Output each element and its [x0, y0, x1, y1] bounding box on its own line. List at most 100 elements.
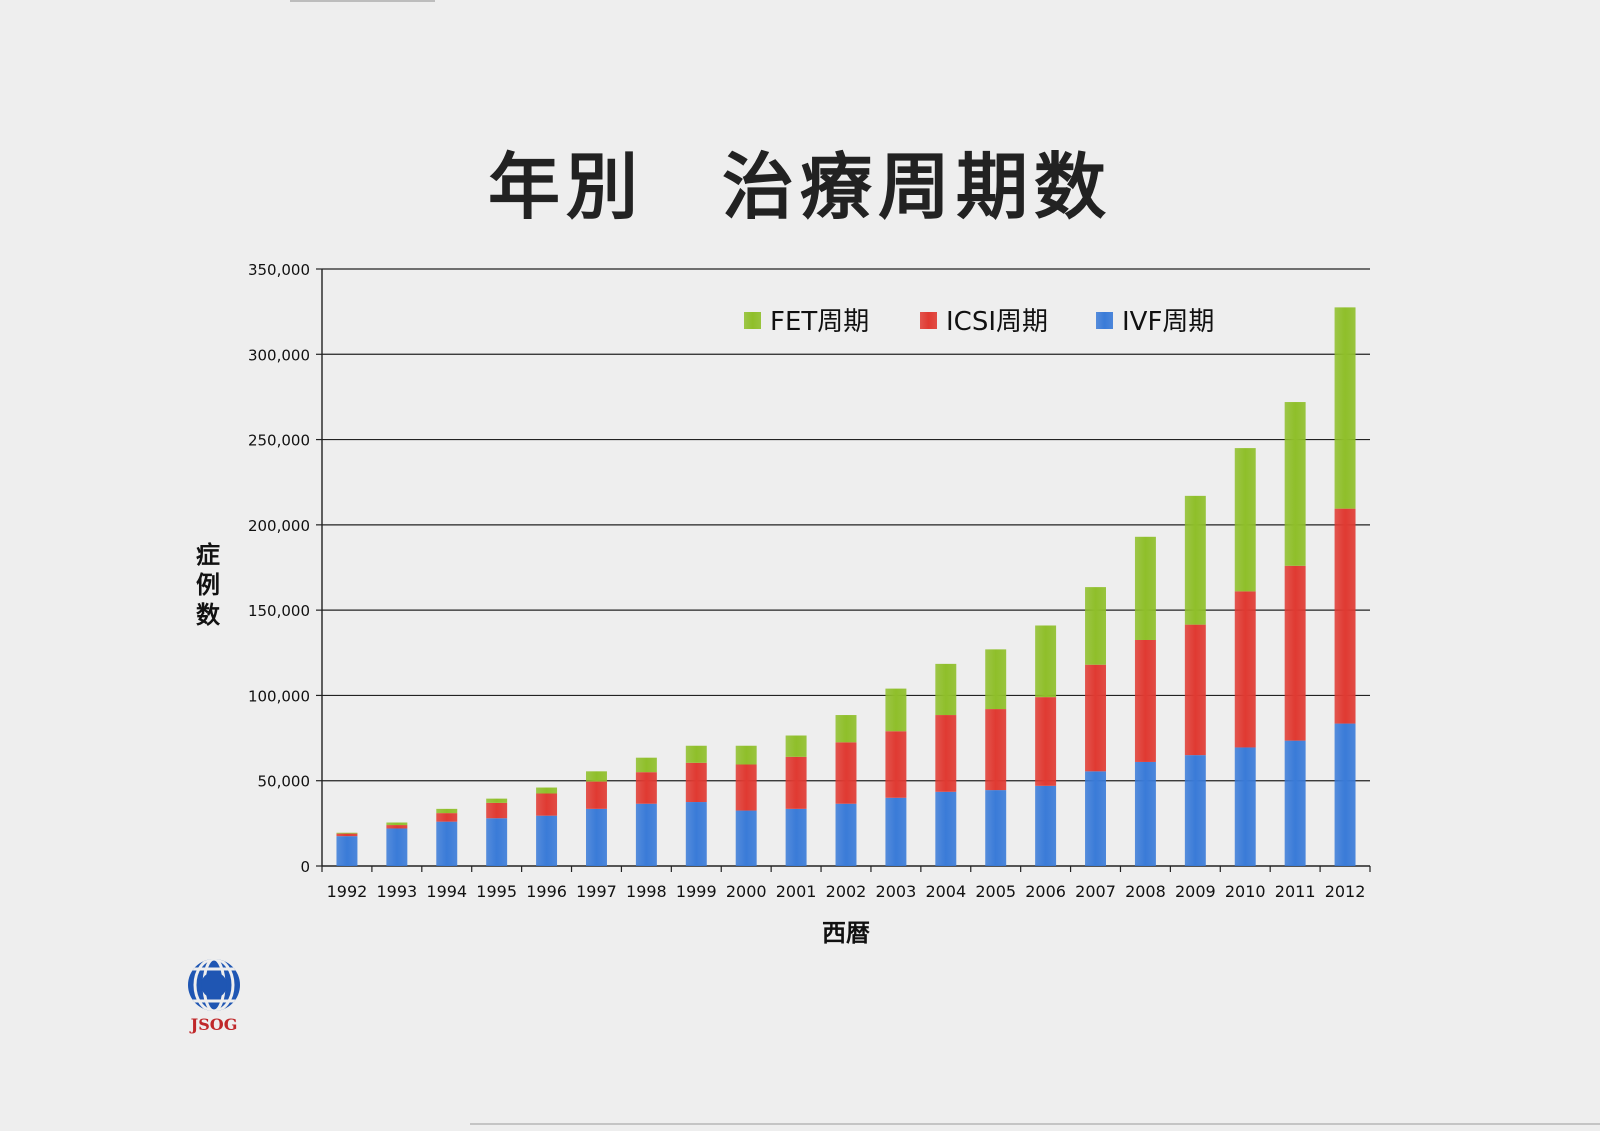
- bar-segment: [436, 821, 458, 866]
- bar-segment: [536, 815, 558, 866]
- bar-segment: [1334, 723, 1356, 866]
- bar-segment: [585, 808, 607, 866]
- y-axis-label-char: 例: [196, 571, 220, 599]
- bar-segment: [536, 793, 558, 816]
- x-tick-label: 2010: [1225, 882, 1266, 901]
- bar-segment: [735, 810, 757, 866]
- bar-segment: [1184, 755, 1206, 866]
- y-axis-label: 症例数: [188, 540, 228, 630]
- bar-segment: [635, 772, 657, 804]
- scan-edge-bottom: [470, 1123, 1600, 1125]
- y-tick-label: 200,000: [248, 517, 310, 535]
- bar-segment: [935, 715, 957, 792]
- x-tick-label: 1999: [676, 882, 717, 901]
- x-tick-label: 2008: [1125, 882, 1166, 901]
- y-axis-label-char: 症: [196, 541, 220, 569]
- bar-segment: [785, 735, 807, 757]
- x-tick-label: 2011: [1275, 882, 1316, 901]
- bar-segment: [486, 798, 508, 803]
- bar-segment: [386, 825, 408, 829]
- x-tick-label: 2005: [975, 882, 1016, 901]
- bar-segment: [935, 791, 957, 866]
- x-tick-label: 2003: [876, 882, 917, 901]
- x-tick-label: 2012: [1325, 882, 1366, 901]
- bar-segment: [1234, 591, 1256, 748]
- x-tick-label: 2001: [776, 882, 817, 901]
- y-axis-label-char: 数: [196, 601, 220, 629]
- x-tick-label: 1993: [376, 882, 417, 901]
- bar-segment: [386, 822, 408, 826]
- bar-segment: [436, 813, 458, 822]
- bar-segment: [635, 757, 657, 773]
- legend-label: IVF周期: [1122, 307, 1214, 337]
- bar-segment: [785, 756, 807, 809]
- y-tick-label: 50,000: [258, 773, 311, 791]
- y-tick-label: 0: [300, 858, 310, 876]
- x-tick-label: 1997: [576, 882, 617, 901]
- bar-segment: [685, 745, 707, 763]
- bar-segment: [336, 836, 358, 866]
- x-tick-label: 2002: [826, 882, 867, 901]
- legend-swatch: [920, 312, 937, 329]
- bar-segment: [885, 797, 907, 866]
- bar-segment: [486, 818, 508, 866]
- x-tick-label: 2000: [726, 882, 767, 901]
- y-tick-label: 150,000: [248, 602, 310, 620]
- bar-segment: [1234, 448, 1256, 592]
- bar-segment: [336, 832, 358, 834]
- bar-segment: [785, 808, 807, 866]
- bar-segment: [1184, 495, 1206, 625]
- bar-segment: [885, 731, 907, 798]
- x-tick-label: 2006: [1025, 882, 1066, 901]
- chart-title: 年別 治療周期数: [487, 145, 1112, 229]
- y-tick-label: 300,000: [248, 346, 310, 364]
- bar-segment: [1134, 761, 1156, 866]
- legend-swatch: [1096, 312, 1113, 329]
- bar-segment: [1284, 740, 1306, 866]
- x-tick-label: 1992: [327, 882, 368, 901]
- bar-segment: [1085, 664, 1107, 772]
- bar-segment: [735, 745, 757, 765]
- bar-segment: [835, 742, 857, 804]
- y-tick-label: 250,000: [248, 432, 310, 450]
- logo-text: JSOG: [190, 1015, 238, 1034]
- legend-label: ICSI周期: [946, 307, 1048, 337]
- bar-segment: [1334, 307, 1356, 509]
- bar-segment: [1334, 508, 1356, 724]
- x-tick-label: 1998: [626, 882, 667, 901]
- x-tick-label: 1994: [426, 882, 467, 901]
- bar-segment: [835, 715, 857, 743]
- scan-edge-top: [290, 0, 435, 2]
- x-tick-label: 2004: [925, 882, 966, 901]
- bar-segment: [635, 803, 657, 866]
- bar-segment: [436, 808, 458, 814]
- bar-segment: [935, 663, 957, 716]
- x-tick-label: 1995: [476, 882, 517, 901]
- bar-segment: [1134, 639, 1156, 762]
- bar-segment: [585, 781, 607, 809]
- bar-segment: [486, 802, 508, 819]
- bar-segment: [1184, 624, 1206, 756]
- bar-segment: [1085, 587, 1107, 665]
- jsog-logo-icon: [188, 959, 240, 1011]
- bar-segment: [685, 762, 707, 803]
- bar-segment: [985, 709, 1007, 791]
- bar-segment: [985, 790, 1007, 866]
- bar-segment: [585, 771, 607, 782]
- bar-segment: [386, 828, 408, 866]
- x-tick-label: 2007: [1075, 882, 1116, 901]
- y-tick-label: 100,000: [248, 687, 310, 705]
- legend-swatch: [744, 312, 761, 329]
- bar-segment: [685, 802, 707, 866]
- bar-segment: [1085, 771, 1107, 866]
- x-tick-label: 2009: [1175, 882, 1216, 901]
- x-axis-label: 西暦: [822, 919, 870, 947]
- bar-segment: [1035, 697, 1057, 786]
- bar-segment: [885, 688, 907, 732]
- legend-label: FET周期: [770, 307, 869, 337]
- bar-segment: [1035, 785, 1057, 866]
- bar-segment: [835, 803, 857, 866]
- bar-segment: [1284, 402, 1306, 566]
